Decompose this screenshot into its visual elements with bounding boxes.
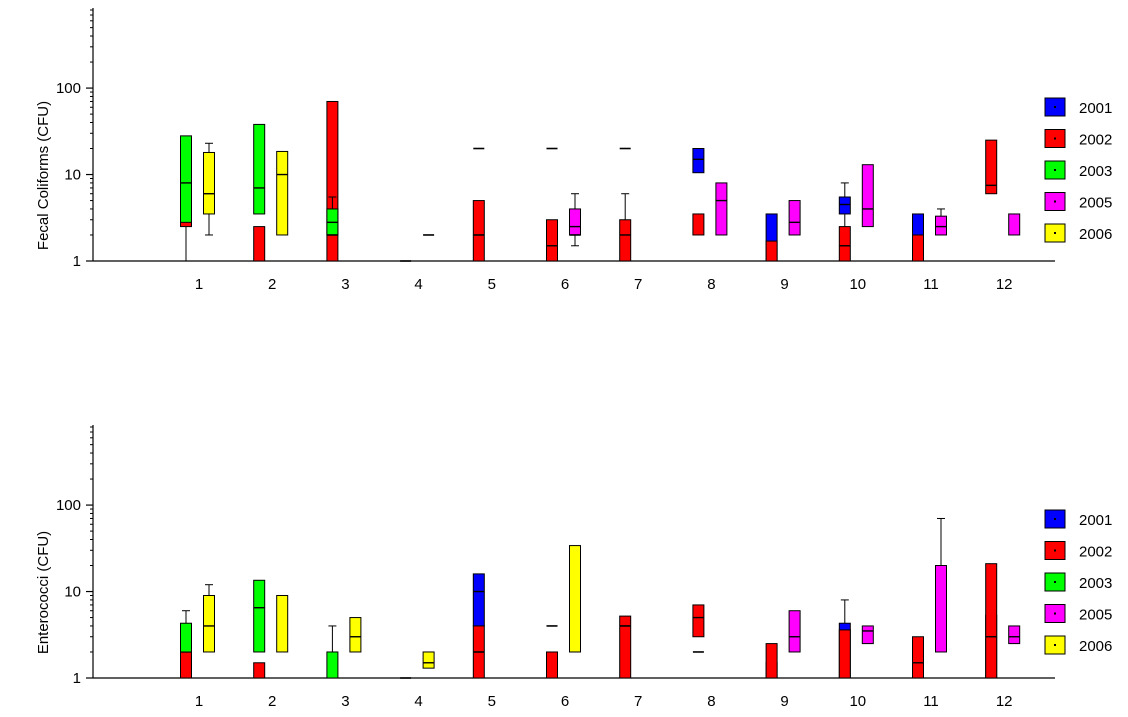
x-tick-label: 2 [268, 693, 276, 710]
box-2006 [203, 594, 215, 653]
box-2003 [326, 651, 339, 679]
box-2002 [912, 636, 924, 679]
box-2002 [546, 219, 558, 262]
x-tick-label: 5 [488, 693, 496, 710]
box-2002 [985, 563, 998, 679]
box-2005 [788, 610, 801, 653]
box-2005 [1008, 625, 1021, 645]
y-tick-label: 100 [56, 497, 81, 514]
legend-label-2006: 2006 [1079, 226, 1112, 243]
legend-swatch-dot [1054, 644, 1056, 646]
box-2005 [861, 164, 874, 228]
x-tick-label: 2 [268, 276, 276, 293]
legend-swatch-dot [1054, 137, 1056, 140]
box-2003 [253, 123, 266, 215]
legend-label-2002: 2002 [1079, 544, 1112, 561]
x-tick-label: 4 [414, 693, 422, 710]
legend-swatch-dot [1054, 169, 1056, 171]
legend-label-2002: 2002 [1079, 132, 1112, 149]
box-2006 [349, 617, 362, 653]
box-2005 [861, 625, 874, 645]
box-2003 [180, 135, 192, 223]
legend-label-2005: 2005 [1079, 607, 1112, 624]
legend-swatch-dot [1054, 549, 1056, 552]
legend-swatch-dot [1054, 106, 1056, 108]
x-tick-label: 8 [707, 693, 715, 710]
y-tick-label: 10 [64, 584, 81, 601]
box-2002 [326, 100, 339, 262]
box-2002 [985, 139, 998, 195]
box-2003 [253, 579, 266, 653]
legend-label-2001: 2001 [1079, 512, 1112, 529]
x-tick-label: 10 [849, 693, 866, 710]
box-2006 [276, 150, 289, 236]
legend-label-2006: 2006 [1079, 638, 1112, 655]
x-tick-label: 1 [195, 276, 203, 293]
box-2006 [203, 151, 215, 215]
x-tick-label: 9 [780, 693, 788, 710]
y-axis-title: Enterococci (CFU) [35, 531, 52, 654]
legend-swatch-dot [1054, 612, 1056, 615]
y-tick-label: 1 [73, 670, 81, 687]
x-tick-label: 5 [488, 276, 496, 293]
x-tick-label: 1 [195, 693, 203, 710]
box-2001 [692, 148, 705, 174]
x-tick-label: 6 [561, 693, 569, 710]
box-2002 [546, 651, 558, 679]
x-tick-label: 10 [849, 276, 866, 293]
legend-label-2003: 2003 [1079, 163, 1112, 180]
box-2002 [838, 226, 851, 262]
box-2005 [935, 565, 947, 653]
legend-swatch-dot [1054, 232, 1056, 234]
box-2005 [788, 200, 801, 236]
x-tick-label: 11 [923, 693, 939, 710]
x-tick-label: 4 [414, 276, 422, 293]
y-tick-label: 1 [73, 253, 81, 270]
box-2001 [472, 573, 485, 627]
box-2002 [253, 226, 266, 262]
box-2006 [422, 651, 435, 669]
legend-swatch-dot [1054, 200, 1056, 203]
y-tick-label: 10 [64, 167, 81, 184]
legend-label-2005: 2005 [1079, 195, 1112, 212]
box-2002 [765, 643, 778, 679]
box-2002 [912, 234, 924, 262]
legend-label-2001: 2001 [1079, 100, 1112, 117]
x-tick-label: 8 [707, 276, 715, 293]
box-2003 [180, 622, 192, 653]
x-tick-label: 12 [996, 693, 1013, 710]
x-tick-label: 7 [634, 693, 642, 710]
box-2006 [276, 594, 289, 653]
box-2002 [692, 604, 705, 638]
box-2005 [715, 182, 728, 236]
x-tick-label: 12 [996, 276, 1013, 293]
box-2002 [619, 615, 632, 679]
y-tick-label: 100 [56, 80, 81, 97]
box-2001 [838, 196, 851, 215]
box-2006 [569, 545, 581, 653]
legend-label-2003: 2003 [1079, 575, 1112, 592]
box-2002 [619, 219, 632, 262]
x-tick-label: 7 [634, 276, 642, 293]
box-2002 [838, 629, 851, 679]
box-2005 [569, 208, 581, 236]
box-2002 [765, 240, 778, 262]
box-2002 [253, 662, 266, 679]
x-tick-label: 6 [561, 276, 569, 293]
x-tick-label: 3 [341, 693, 349, 710]
y-axis-title: Fecal Coliforms (CFU) [35, 101, 52, 250]
box-2002 [692, 213, 705, 236]
x-tick-label: 9 [780, 276, 788, 293]
box-2005 [935, 215, 947, 236]
box-2002 [472, 200, 485, 262]
x-tick-label: 3 [341, 276, 349, 293]
box-2005 [1008, 213, 1021, 236]
legend-swatch-dot [1054, 518, 1056, 520]
legend-swatch-dot [1054, 581, 1056, 583]
x-tick-label: 11 [923, 276, 939, 293]
